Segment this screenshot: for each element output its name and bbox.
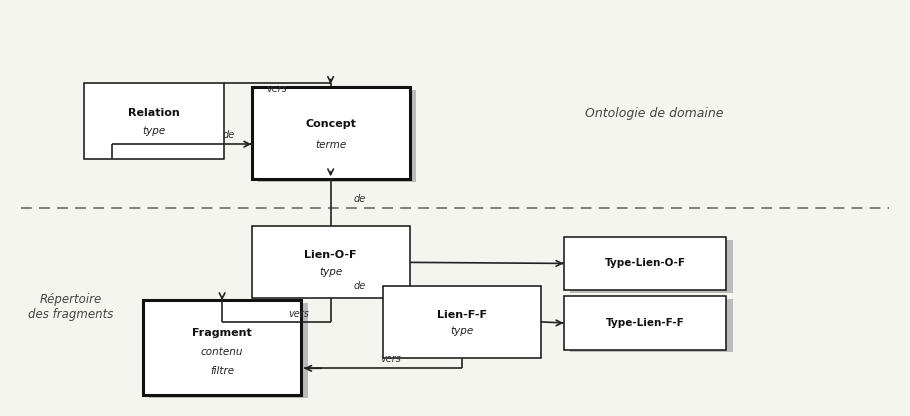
- Text: Répertoire
des fragments: Répertoire des fragments: [28, 292, 114, 320]
- FancyBboxPatch shape: [85, 83, 225, 159]
- FancyBboxPatch shape: [382, 286, 541, 358]
- Text: terme: terme: [315, 140, 347, 150]
- Text: type: type: [319, 267, 342, 277]
- Text: de: de: [223, 130, 235, 140]
- FancyBboxPatch shape: [251, 226, 410, 298]
- Text: filtre: filtre: [210, 366, 234, 376]
- FancyBboxPatch shape: [563, 296, 726, 349]
- Text: Lien-F-F: Lien-F-F: [437, 310, 487, 320]
- Text: type: type: [450, 326, 473, 336]
- Text: vers: vers: [288, 309, 309, 319]
- Text: type: type: [143, 126, 166, 136]
- FancyBboxPatch shape: [258, 90, 416, 182]
- Text: Concept: Concept: [305, 119, 356, 129]
- Text: de: de: [353, 194, 366, 204]
- Text: Fragment: Fragment: [192, 328, 252, 338]
- FancyBboxPatch shape: [570, 240, 733, 293]
- Text: Type-Lien-O-F: Type-Lien-O-F: [604, 258, 685, 268]
- Text: vers: vers: [380, 354, 401, 364]
- Text: de: de: [353, 281, 366, 291]
- Text: Lien-O-F: Lien-O-F: [304, 250, 357, 260]
- FancyBboxPatch shape: [563, 237, 726, 290]
- FancyBboxPatch shape: [149, 303, 308, 398]
- FancyBboxPatch shape: [570, 299, 733, 352]
- FancyBboxPatch shape: [143, 300, 301, 395]
- Text: Relation: Relation: [128, 108, 180, 118]
- Text: vers: vers: [266, 84, 287, 94]
- Text: contenu: contenu: [201, 347, 243, 357]
- Text: Ontologie de domaine: Ontologie de domaine: [585, 107, 723, 120]
- FancyBboxPatch shape: [251, 87, 410, 179]
- Text: Type-Lien-F-F: Type-Lien-F-F: [605, 318, 684, 328]
